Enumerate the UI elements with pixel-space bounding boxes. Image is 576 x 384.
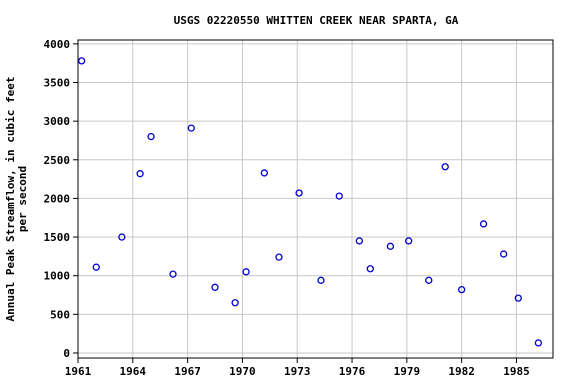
chart-title: USGS 02220550 WHITTEN CREEK NEAR SPARTA,… [174, 14, 459, 27]
data-point [78, 57, 86, 65]
data-point [275, 253, 283, 261]
x-tick-label: 1961 [65, 365, 92, 378]
x-tick-label: 1979 [394, 365, 421, 378]
y-tick-label: 1000 [44, 270, 71, 283]
data-point [187, 124, 195, 132]
data-point [118, 233, 126, 241]
data-point [295, 189, 303, 197]
data-point [386, 242, 395, 250]
data-point [458, 285, 466, 294]
x-tick-label: 1985 [503, 365, 530, 378]
y-tick-label: 1500 [44, 231, 71, 244]
data-point [405, 237, 413, 245]
x-tick-label: 1970 [229, 365, 256, 378]
data-point [514, 294, 522, 302]
x-tick-label: 1967 [174, 365, 201, 378]
y-tick-label: 3000 [44, 115, 71, 128]
data-point [260, 169, 268, 177]
y-axis-label: Annual Peak Streamflow, in cubic feet [4, 76, 17, 321]
data-point [242, 268, 250, 276]
y-axis-label: per second [16, 166, 29, 232]
data-point [92, 263, 100, 271]
x-tick-label: 1973 [284, 365, 311, 378]
plot-frame [77, 39, 554, 359]
x-tick-label: 1964 [120, 365, 147, 378]
y-tick-label: 500 [50, 308, 70, 321]
y-tick-label: 2500 [44, 154, 71, 167]
data-point [534, 339, 543, 347]
data-point [366, 265, 374, 273]
y-tick-label: 3500 [44, 77, 71, 90]
data-point [231, 299, 239, 307]
y-tick-label: 0 [63, 347, 70, 360]
y-tick-label: 4000 [44, 38, 71, 51]
y-tick-label: 2000 [44, 192, 71, 205]
data-point [355, 237, 363, 245]
data-point [425, 276, 433, 284]
data-point [441, 163, 449, 171]
data-point [211, 283, 219, 291]
x-tick-label: 1982 [448, 365, 475, 378]
data-point [136, 170, 144, 178]
data-point [317, 276, 325, 284]
data-point [500, 250, 508, 258]
data-point [335, 192, 343, 200]
x-tick-label: 1976 [339, 365, 366, 378]
data-point [147, 132, 155, 141]
data-point [169, 270, 177, 278]
data-point [479, 220, 488, 228]
